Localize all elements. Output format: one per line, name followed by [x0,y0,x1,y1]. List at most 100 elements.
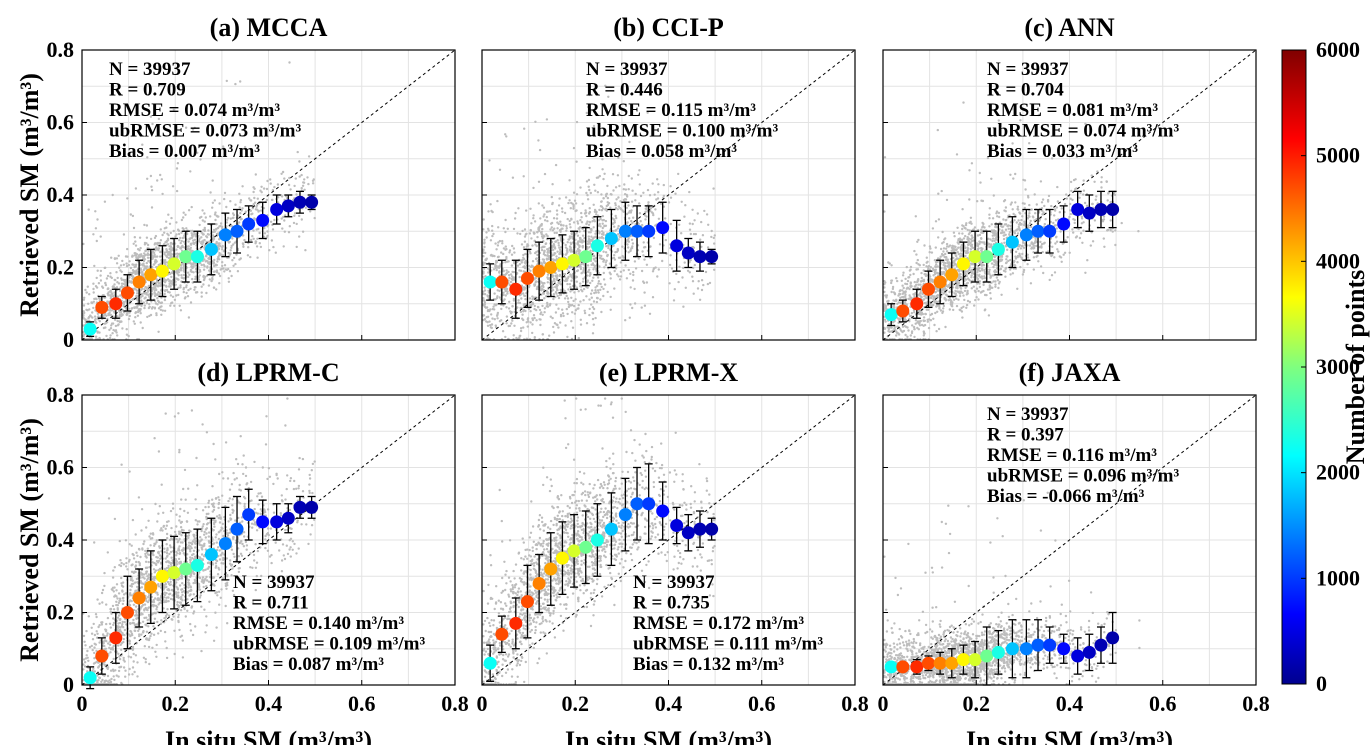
scatter-point [314,217,316,219]
scatter-point [257,210,259,212]
scatter-point [553,217,555,219]
scatter-point [599,289,601,291]
scatter-point [539,149,541,151]
scatter-point [130,282,132,284]
scatter-point [256,257,258,259]
scatter-point [903,287,905,289]
scatter-point [161,193,163,195]
scatter-point [104,201,106,203]
scatter-point [174,235,176,237]
scatter-point [578,337,580,339]
scatter-point [133,243,135,245]
scatter-point [689,229,691,231]
scatter-point [137,311,139,313]
scatter-point [942,250,944,252]
scatter-point [527,325,529,327]
scatter-point [1059,230,1061,232]
scatter-point [588,231,590,233]
scatter-point [493,255,495,257]
scatter-point [996,276,998,278]
scatter-point [506,315,508,317]
panel-title: (a) MCCA [210,13,328,42]
scatter-point [570,218,572,220]
scatter-point [581,290,583,292]
scatter-point [218,242,220,244]
scatter-point [682,267,684,269]
scatter-point [617,174,619,176]
scatter-point [976,200,978,202]
scatter-point [594,209,596,211]
mean-marker [556,257,569,270]
scatter-point [652,182,654,184]
scatter-point [109,337,111,339]
scatter-point [182,216,184,218]
scatter-point [510,322,512,324]
scatter-point [196,291,198,293]
scatter-point [602,215,604,217]
scatter-point [131,255,133,257]
scatter-point [118,255,120,257]
scatter-point [657,191,659,193]
scatter-point [201,295,203,297]
scatter-point [681,201,683,203]
scatter-point [689,271,691,273]
scatter-point [529,270,531,272]
scatter-point [128,264,130,266]
scatter-point [272,228,274,230]
scatter-point [498,290,500,292]
scatter-point [496,317,498,319]
scatter-point [133,287,135,289]
scatter-point [961,232,963,234]
scatter-point [188,238,190,240]
scatter-point [230,275,232,277]
scatter-point [181,240,183,242]
scatter-point [119,294,121,296]
scatter-point [504,133,506,135]
scatter-point [150,186,152,188]
scatter-point [296,223,298,225]
scatter-point [502,330,504,332]
scatter-point [491,317,493,319]
scatter-point [610,309,612,311]
scatter-point [674,193,676,195]
scatter-point [209,215,211,217]
scatter-point [88,293,90,295]
scatter-point [225,268,227,270]
scatter-point [1021,253,1023,255]
scatter-point [189,170,191,172]
scatter-point [248,197,250,199]
scatter-point [599,298,601,300]
mean-marker [231,225,244,238]
scatter-point [555,292,557,294]
scatter-point [546,235,548,237]
scatter-point [522,310,524,312]
scatter-point [223,198,225,200]
scatter-point [221,261,223,263]
scatter-point [914,281,916,283]
scatter-point [240,199,242,201]
scatter-point [518,269,520,271]
scatter-point [1069,203,1071,205]
scatter-point [503,227,505,229]
scatter-point [1066,197,1068,199]
scatter-point [935,330,937,332]
scatter-point [1056,206,1058,208]
scatter-point [177,245,179,247]
scatter-point [663,184,665,186]
scatter-point [628,241,630,243]
scatter-point [923,244,925,246]
scatter-point [678,224,680,226]
scatter-point [582,299,584,301]
scatter-point [123,301,125,303]
scatter-point [529,297,531,299]
scatter-point [543,297,545,299]
scatter-point [588,224,590,226]
scatter-point [549,303,551,305]
scatter-point [95,298,97,300]
scatter-point [1041,213,1043,215]
scatter-point [483,286,485,288]
scatter-point [547,249,549,251]
scatter-point [1069,252,1071,254]
scatter-point [504,290,506,292]
